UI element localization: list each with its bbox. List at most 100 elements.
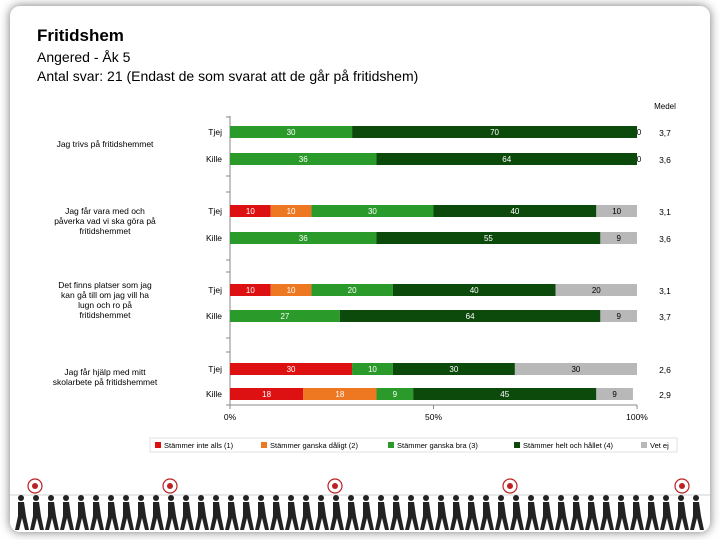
- data-label: 40: [510, 207, 519, 216]
- person-icon: [585, 495, 599, 530]
- data-label: 10: [368, 365, 377, 374]
- person-icon: [495, 495, 509, 530]
- person-icon: [615, 495, 629, 530]
- person-icon: [30, 495, 44, 530]
- data-label: 10: [612, 207, 621, 216]
- data-label: 20: [348, 286, 357, 295]
- group-label: Kille: [206, 311, 222, 321]
- bar-segment: [352, 126, 637, 138]
- data-label: 27: [280, 312, 289, 321]
- person-icon: [165, 495, 179, 530]
- data-label: 36: [299, 155, 308, 164]
- bar-segment: [600, 232, 637, 244]
- person-icon: [210, 495, 224, 530]
- person-icon: [345, 495, 359, 530]
- bar-segment: [230, 126, 353, 138]
- data-label: 36: [299, 234, 308, 243]
- bar-segment: [230, 310, 340, 322]
- bar-segment: [555, 284, 637, 296]
- data-label: 10: [246, 286, 255, 295]
- person-icon: [540, 495, 554, 530]
- target-icon: [674, 478, 690, 494]
- person-icon: [690, 495, 704, 530]
- person-icon: [240, 495, 254, 530]
- mean-value: 2,9: [659, 390, 671, 400]
- group-label: Kille: [206, 233, 222, 243]
- target-icon: [502, 478, 518, 494]
- person-icon: [120, 495, 134, 530]
- person-icon: [105, 495, 119, 530]
- person-icon: [630, 495, 644, 530]
- bar-segment: [230, 153, 377, 165]
- x-tick-label: 50%: [425, 412, 442, 422]
- bar-segment: [270, 205, 312, 217]
- person-icon: [405, 495, 419, 530]
- person-icon: [15, 495, 29, 530]
- person-icon: [435, 495, 449, 530]
- mean-value: 2,6: [659, 365, 671, 375]
- data-label: 70: [490, 128, 499, 137]
- person-icon: [360, 495, 374, 530]
- target-icon: [162, 478, 178, 494]
- legend-label: Stämmer helt och hållet (4): [523, 441, 614, 450]
- mean-value: 3,7: [659, 128, 671, 138]
- legend-swatch: [388, 442, 394, 448]
- stacked-bar-chart: Medel Jag trivs på fritidshemmet Tjej 0 30 70…: [53, 102, 678, 453]
- data-label: 30: [287, 365, 296, 374]
- person-icon: [135, 495, 149, 530]
- data-label: 30: [368, 207, 377, 216]
- person-icon: [510, 495, 524, 530]
- legend-box: [149, 437, 678, 453]
- person-icon: [315, 495, 329, 530]
- x-tick-label: 100%: [626, 412, 648, 422]
- bar-segment: [392, 284, 556, 296]
- data-label: 9: [393, 390, 398, 399]
- bar-segment: [596, 388, 633, 400]
- legend-label: Stämmer ganska bra (3): [397, 441, 478, 450]
- bar-segment: [376, 153, 637, 165]
- legend-swatch: [155, 442, 161, 448]
- question-label: Jag får hjälp med mitt skolarbete på frit…: [53, 367, 158, 387]
- legend-swatch: [514, 442, 520, 448]
- bar-segment: [230, 205, 271, 217]
- bar-segment: [376, 388, 414, 400]
- target-icon: [27, 478, 43, 494]
- data-label: 0: [637, 128, 642, 137]
- data-label: 9: [612, 390, 617, 399]
- bar-segment: [311, 284, 393, 296]
- data-label: 30: [287, 128, 296, 137]
- bar-segment: [413, 388, 597, 400]
- legend-label: Stämmer inte alls (1): [164, 441, 234, 450]
- person-icon: [180, 495, 194, 530]
- data-label: 64: [502, 155, 511, 164]
- person-icon: [390, 495, 404, 530]
- question-label: Det finns platser som jag kan gå till om …: [58, 280, 152, 320]
- slide: Fritidshem Angered - Åk 5 Antal svar: 21…: [10, 6, 710, 532]
- bar-segment: [303, 388, 377, 400]
- person-icon: [45, 495, 59, 530]
- person-icon: [270, 495, 284, 530]
- group-label: Tjej: [208, 127, 222, 137]
- group-label: Tjej: [208, 364, 222, 374]
- person-icon: [675, 495, 689, 530]
- person-icon: [75, 495, 89, 530]
- data-label: 30: [449, 365, 458, 374]
- footer-band: [10, 494, 710, 496]
- footer-decoration: [10, 478, 710, 530]
- data-label: 55: [484, 234, 493, 243]
- legend-swatch: [261, 442, 267, 448]
- person-icon: [570, 495, 584, 530]
- person-icon: [285, 495, 299, 530]
- legend-swatch: [641, 442, 647, 448]
- bar-segment: [376, 232, 601, 244]
- data-label: 18: [262, 390, 271, 399]
- mean-value: 3,7: [659, 312, 671, 322]
- person-icon: [90, 495, 104, 530]
- bar-segment: [230, 232, 377, 244]
- person-icon: [450, 495, 464, 530]
- mean-value: 3,6: [659, 155, 671, 165]
- bar-segment: [230, 284, 271, 296]
- person-icon: [195, 495, 209, 530]
- person-icon: [660, 495, 674, 530]
- data-label: 20: [592, 286, 601, 295]
